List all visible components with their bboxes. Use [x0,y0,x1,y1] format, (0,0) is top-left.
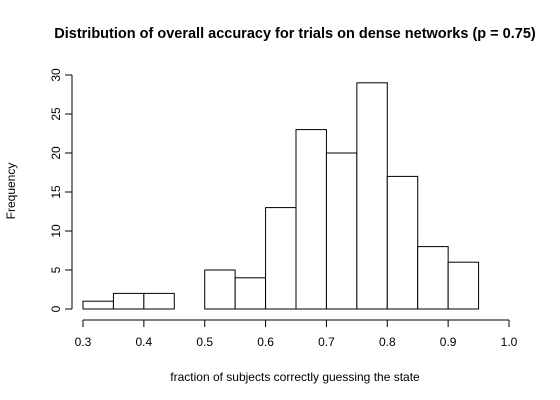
y-tick-label: 10 [49,224,63,238]
y-tick-label: 5 [49,266,63,273]
y-axis-label: Frequency [4,163,18,220]
histogram-bar-2 [143,292,175,310]
histogram-bar-1 [112,292,145,310]
histogram-bar-7 [295,129,327,310]
histogram-bar-12 [447,261,480,310]
x-tick-label: 0.4 [136,335,153,349]
chart-title: Distribution of overall accuracy for tri… [54,26,536,42]
histogram-bar-6 [265,207,297,310]
x-tick-label: 0.5 [196,335,213,349]
histogram-bar-10 [386,175,419,310]
y-tick-label: 20 [49,146,63,160]
histogram-bar-8 [325,152,358,310]
histogram-bar-5 [234,277,267,310]
bars-group [82,82,480,310]
y-axis: 0 5 10 15 20 25 30 [49,68,73,312]
histogram-bar-0 [82,300,114,310]
x-tick-label: 0.7 [318,335,335,349]
x-axis-label: fraction of subjects correctly guessing … [170,370,420,384]
histogram-bar-9 [356,82,388,310]
x-tick-label: 0.6 [257,335,274,349]
x-tick-label: 0.9 [440,335,457,349]
histogram-bar-4 [204,269,236,310]
histogram-bar-11 [417,246,449,310]
y-tick-label: 0 [49,305,63,312]
y-tick-label: 25 [49,107,63,121]
x-tick-label: 0.8 [379,335,396,349]
x-tick-label: 1.0 [501,335,518,349]
y-tick-label: 30 [49,68,63,82]
x-axis: 0.3 0.4 0.5 0.6 0.7 0.8 0.9 1.0 [75,319,518,349]
x-tick-label: 0.3 [75,335,92,349]
y-tick-label: 15 [49,185,63,199]
